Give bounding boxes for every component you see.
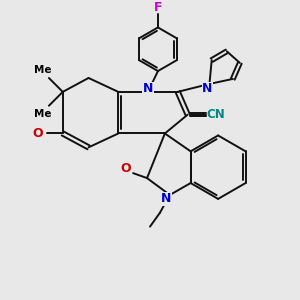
Text: O: O [120, 162, 130, 175]
Text: Me: Me [34, 109, 52, 119]
Text: N: N [161, 192, 171, 206]
Text: N: N [202, 82, 213, 95]
Text: CN: CN [206, 108, 225, 121]
Text: O: O [33, 127, 43, 140]
Text: F: F [154, 1, 162, 14]
Text: Me: Me [34, 65, 52, 75]
Text: N: N [143, 82, 153, 95]
